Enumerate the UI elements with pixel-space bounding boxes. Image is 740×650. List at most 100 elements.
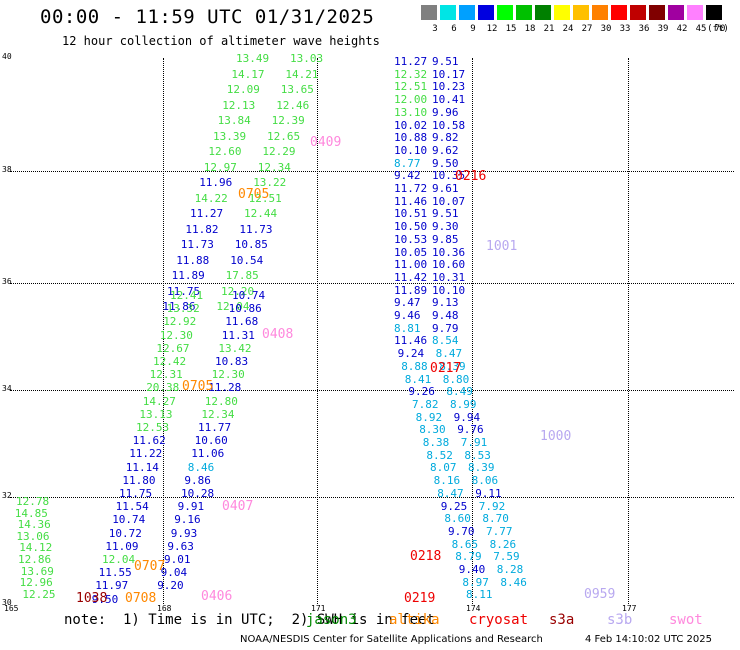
- legend-label: 36: [638, 24, 650, 34]
- wave-height-value: 11.31: [221, 328, 255, 342]
- wave-height-value: 14.12: [19, 541, 53, 555]
- wave-height-value: 11.96: [199, 176, 233, 189]
- wave-height-value: 8.49: [446, 385, 473, 399]
- wave-height-value: 11.80: [122, 473, 156, 487]
- wave-height-value: 12.00: [394, 93, 428, 107]
- wave-height-value: 11.55: [98, 566, 132, 580]
- latitude-gridline: [10, 390, 734, 391]
- wave-height-value: 13.49: [236, 52, 270, 65]
- wave-height-value: 7.92: [478, 499, 506, 513]
- wave-height-value: 12.97: [203, 160, 237, 174]
- wave-height-value: 7.91: [460, 436, 488, 449]
- wave-height-value: 11.00: [394, 258, 428, 272]
- wave-height-value: 13.32: [166, 302, 200, 316]
- wave-height-value: 9.93: [170, 526, 198, 540]
- wave-height-value: 11.46: [394, 194, 428, 208]
- wave-height-value: 12.25: [22, 587, 56, 601]
- pass-time-label: 0408: [262, 327, 294, 342]
- wave-height-value: 7.77: [486, 524, 513, 538]
- wave-height-value: 9.51: [432, 207, 459, 221]
- pass-time-label: 0406: [201, 589, 233, 604]
- wave-height-value: 11.42: [394, 270, 428, 284]
- wave-height-value: 9.50: [432, 156, 459, 170]
- wave-height-value: 9.70: [448, 524, 475, 538]
- wave-height-value: 8.26: [489, 537, 517, 551]
- wave-height-value: 10.41: [432, 93, 466, 107]
- pass-time-label: 0217: [430, 361, 462, 376]
- wave-height-value: 12.20: [221, 284, 255, 298]
- wave-height-value: 10.28: [181, 487, 215, 500]
- satellite-label-cryosat: cryosat: [469, 612, 529, 628]
- wave-height-value: 8.39: [439, 359, 466, 373]
- wave-height-value: 10.51: [394, 207, 428, 221]
- wave-height-value: 10.53: [394, 232, 428, 246]
- legend-label: 6: [451, 24, 457, 34]
- legend-swatch: [649, 5, 665, 20]
- wave-height-value: 8.47: [435, 347, 463, 361]
- wave-height-value: 8.80: [442, 372, 470, 386]
- wave-height-value: 11.97: [95, 579, 129, 593]
- latitude-label: 36: [2, 277, 12, 286]
- wave-height-value: 9.01: [164, 553, 191, 566]
- wave-height-value: 14.21: [285, 67, 319, 81]
- wave-height-value: 11.73: [180, 238, 214, 251]
- wave-height-value: 14.36: [17, 518, 51, 532]
- wave-height-value: 9.63: [167, 539, 194, 553]
- footer-note: note: 1) Time is in UTC; 2) SWH is in fe…: [64, 612, 435, 628]
- longitude-label: 165: [4, 604, 19, 613]
- satellite-label-s3b: s3b: [607, 612, 633, 628]
- wave-height-value: 12.42: [153, 355, 187, 368]
- wave-height-value: 13.69: [20, 564, 54, 578]
- wave-height-value: 13.13: [139, 407, 173, 421]
- legend-label: 42: [676, 24, 688, 34]
- wave-height-value: 10.74: [232, 289, 266, 302]
- wave-height-value: 10.85: [234, 238, 268, 251]
- wave-height-value: 11.27: [190, 207, 224, 220]
- wave-height-value: 13.03: [290, 52, 324, 65]
- latitude-label: 34: [2, 384, 12, 393]
- wave-height-value: 9.50: [91, 592, 119, 606]
- wave-height-value: 11.77: [198, 421, 232, 434]
- wave-height-value: 11.88: [176, 253, 210, 267]
- wave-height-value: 14.17: [231, 67, 265, 81]
- longitude-gridline: [628, 58, 629, 604]
- wave-height-value: 11.09: [105, 539, 139, 553]
- latitude-gridline: [10, 497, 734, 498]
- latitude-label: 30: [2, 598, 12, 607]
- wave-height-value: 12.96: [19, 576, 53, 590]
- wave-height-value: 9.26: [408, 385, 435, 399]
- wave-height-value: 9.42: [394, 169, 421, 183]
- wave-height-value: 8.99: [450, 397, 477, 411]
- wave-height-value: 9.40: [458, 563, 486, 576]
- wave-height-value: 12.53: [136, 421, 170, 434]
- pass-time-label: 0407: [222, 499, 254, 514]
- wave-height-value: 9.85: [432, 232, 459, 246]
- wave-height-value: 12.65: [267, 129, 301, 143]
- wave-height-value: 8.46: [500, 575, 527, 589]
- wave-height-value: 9.79: [432, 321, 459, 335]
- wave-height-value: 8.97: [462, 575, 489, 589]
- pass-time-label: 0409: [310, 135, 342, 150]
- legend-swatch: [516, 5, 532, 20]
- wave-height-value: 8.92: [415, 410, 443, 424]
- wave-height-value: 10.05: [394, 245, 428, 259]
- wave-height-value: 10.36: [432, 245, 466, 259]
- satellite-label-jason3: jason3: [306, 612, 357, 628]
- wave-height-value: 12.60: [208, 145, 242, 158]
- wave-height-value: 10.54: [230, 253, 264, 267]
- wave-height-value: 11.72: [394, 182, 428, 195]
- wave-height-value: 9.51: [432, 55, 459, 68]
- wave-height-value: 11.89: [171, 269, 205, 282]
- wave-height-value: 10.72: [108, 526, 142, 540]
- wave-height-value: 12.92: [163, 315, 197, 329]
- longitude-gridline: [317, 58, 318, 604]
- wave-height-value: 11.82: [185, 222, 219, 236]
- legend-label: 30: [600, 24, 612, 34]
- latitude-label: 32: [2, 491, 12, 500]
- pass-time-label: 1001: [486, 239, 518, 254]
- wave-height-value: 8.38: [422, 436, 450, 449]
- pass-time-label: 1038: [76, 591, 108, 606]
- legend-swatch: [535, 5, 551, 20]
- wave-height-value: 10.31: [432, 270, 466, 284]
- wave-height-value: 13.06: [16, 529, 50, 543]
